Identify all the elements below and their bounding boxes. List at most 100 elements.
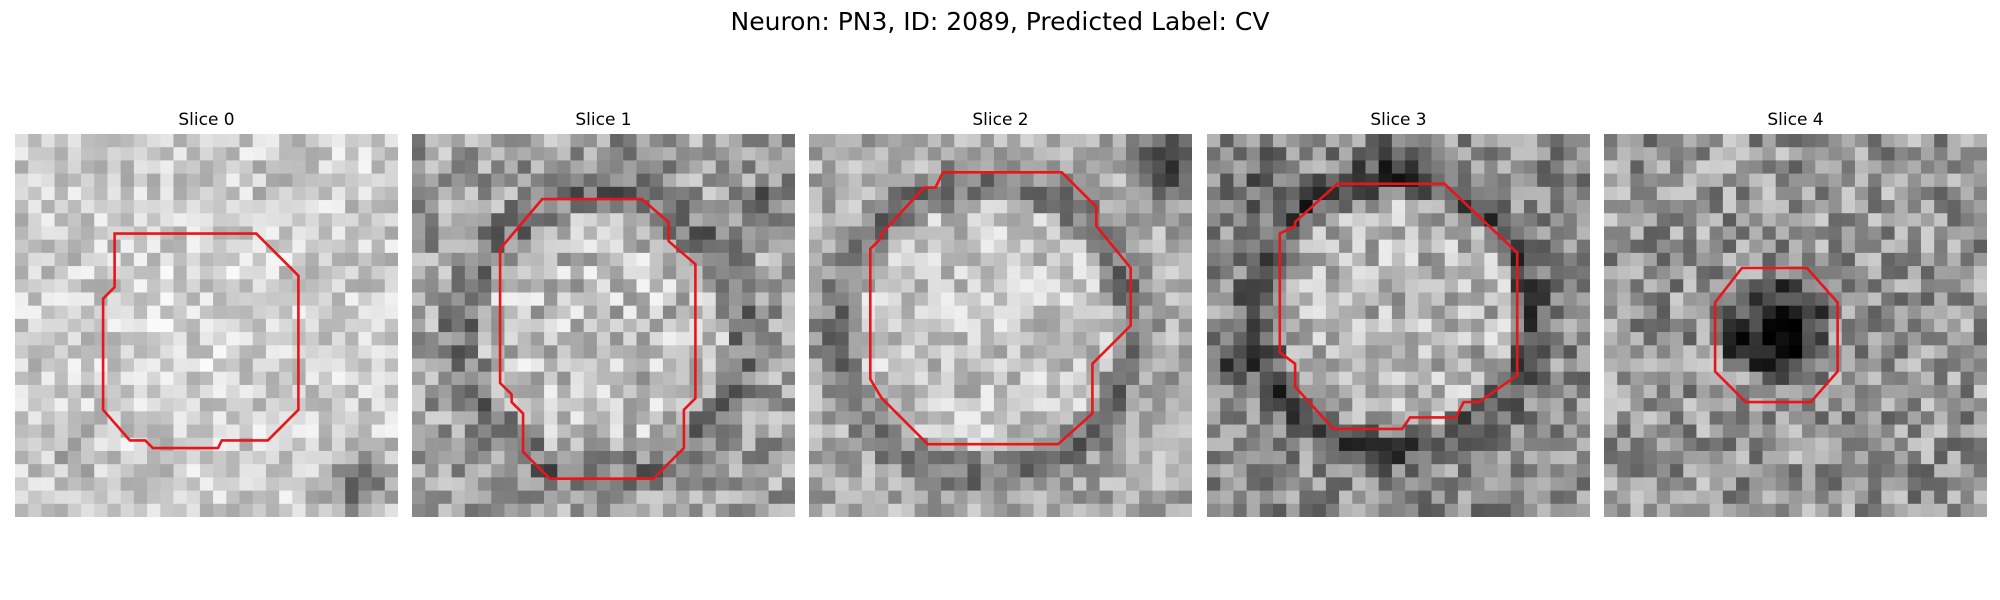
pixel bbox=[107, 134, 122, 148]
pixel bbox=[1339, 147, 1353, 162]
pixel bbox=[1854, 200, 1869, 214]
pixel bbox=[173, 490, 188, 505]
pixel bbox=[1881, 490, 1896, 505]
pixel bbox=[822, 464, 837, 478]
pixel bbox=[491, 332, 506, 346]
pixel bbox=[544, 200, 558, 214]
pixel bbox=[1815, 464, 1830, 478]
pixel bbox=[1828, 279, 1843, 294]
pixel bbox=[1604, 450, 1618, 465]
pixel bbox=[1497, 464, 1512, 478]
pixel bbox=[662, 464, 677, 478]
pixel bbox=[901, 226, 916, 241]
pixel bbox=[384, 318, 398, 333]
pixel bbox=[1656, 398, 1671, 412]
pixel bbox=[768, 503, 783, 517]
pixel bbox=[781, 503, 795, 517]
pixel bbox=[147, 318, 161, 333]
pixel bbox=[94, 226, 109, 241]
pixel bbox=[1563, 226, 1578, 241]
pixel bbox=[186, 186, 201, 201]
pixel bbox=[81, 477, 95, 492]
pixel bbox=[305, 266, 320, 280]
pixel bbox=[1352, 279, 1367, 294]
pixel bbox=[623, 279, 638, 294]
pixel bbox=[81, 279, 95, 294]
pixel bbox=[54, 332, 69, 346]
pixel bbox=[1841, 411, 1856, 426]
pixel bbox=[1352, 490, 1367, 505]
pixel bbox=[147, 358, 161, 373]
pixel bbox=[1762, 411, 1777, 426]
pixel bbox=[28, 503, 43, 517]
pixel bbox=[781, 371, 795, 386]
pixel bbox=[1973, 292, 1987, 307]
pixel bbox=[1246, 147, 1261, 162]
pixel bbox=[1286, 503, 1301, 517]
pixel bbox=[636, 305, 651, 320]
pixel bbox=[279, 305, 293, 320]
pixel bbox=[822, 213, 837, 228]
pixel bbox=[755, 490, 770, 505]
pixel bbox=[728, 134, 743, 148]
pixel bbox=[1286, 332, 1301, 346]
pixel bbox=[1165, 332, 1180, 346]
pixel bbox=[345, 226, 359, 241]
pixel bbox=[1246, 477, 1261, 492]
pixel bbox=[1563, 384, 1578, 399]
pixel bbox=[570, 134, 585, 148]
pixel bbox=[1099, 464, 1114, 478]
pixel bbox=[186, 477, 201, 492]
pixel bbox=[875, 186, 889, 201]
pixel bbox=[1112, 279, 1127, 294]
pixel bbox=[1471, 279, 1485, 294]
pixel bbox=[1683, 384, 1698, 399]
pixel bbox=[318, 371, 333, 386]
pixel bbox=[1802, 477, 1816, 492]
pixel bbox=[1497, 200, 1512, 214]
pixel bbox=[1365, 437, 1380, 452]
pixel bbox=[226, 477, 241, 492]
slice-image-2 bbox=[809, 134, 1192, 517]
pixel bbox=[1802, 411, 1816, 426]
pixel bbox=[1497, 411, 1512, 426]
pixel bbox=[54, 239, 69, 254]
pixel bbox=[345, 134, 359, 148]
pixel bbox=[1312, 424, 1327, 439]
pixel bbox=[1139, 186, 1153, 201]
pixel bbox=[649, 160, 664, 175]
pixel bbox=[848, 186, 863, 201]
pixel bbox=[822, 318, 837, 333]
pixel bbox=[1046, 477, 1061, 492]
pixel bbox=[1656, 424, 1671, 439]
pixel bbox=[384, 292, 398, 307]
pixel bbox=[1722, 213, 1737, 228]
pixel bbox=[1775, 490, 1790, 505]
pixel bbox=[1881, 437, 1896, 452]
pixel bbox=[835, 252, 850, 267]
pixel bbox=[1457, 464, 1472, 478]
pixel bbox=[1670, 437, 1684, 452]
pixel bbox=[265, 252, 280, 267]
pixel bbox=[1854, 252, 1869, 267]
pixel bbox=[451, 464, 466, 478]
pixel bbox=[358, 147, 373, 162]
pixel bbox=[1841, 252, 1856, 267]
pixel bbox=[371, 147, 386, 162]
pixel bbox=[557, 200, 572, 214]
pixel bbox=[1125, 213, 1140, 228]
pixel bbox=[781, 398, 795, 412]
pixel bbox=[173, 147, 188, 162]
pixel bbox=[1788, 239, 1803, 254]
pixel bbox=[1802, 305, 1816, 320]
pixel bbox=[1960, 437, 1975, 452]
pixel bbox=[1246, 186, 1261, 201]
pixel bbox=[1339, 173, 1353, 188]
pixel bbox=[28, 398, 43, 412]
pixel bbox=[1947, 160, 1962, 175]
pixel bbox=[1431, 345, 1446, 360]
pixel bbox=[610, 226, 624, 241]
pixel bbox=[610, 252, 624, 267]
pixel bbox=[941, 200, 955, 214]
pixel bbox=[875, 292, 889, 307]
